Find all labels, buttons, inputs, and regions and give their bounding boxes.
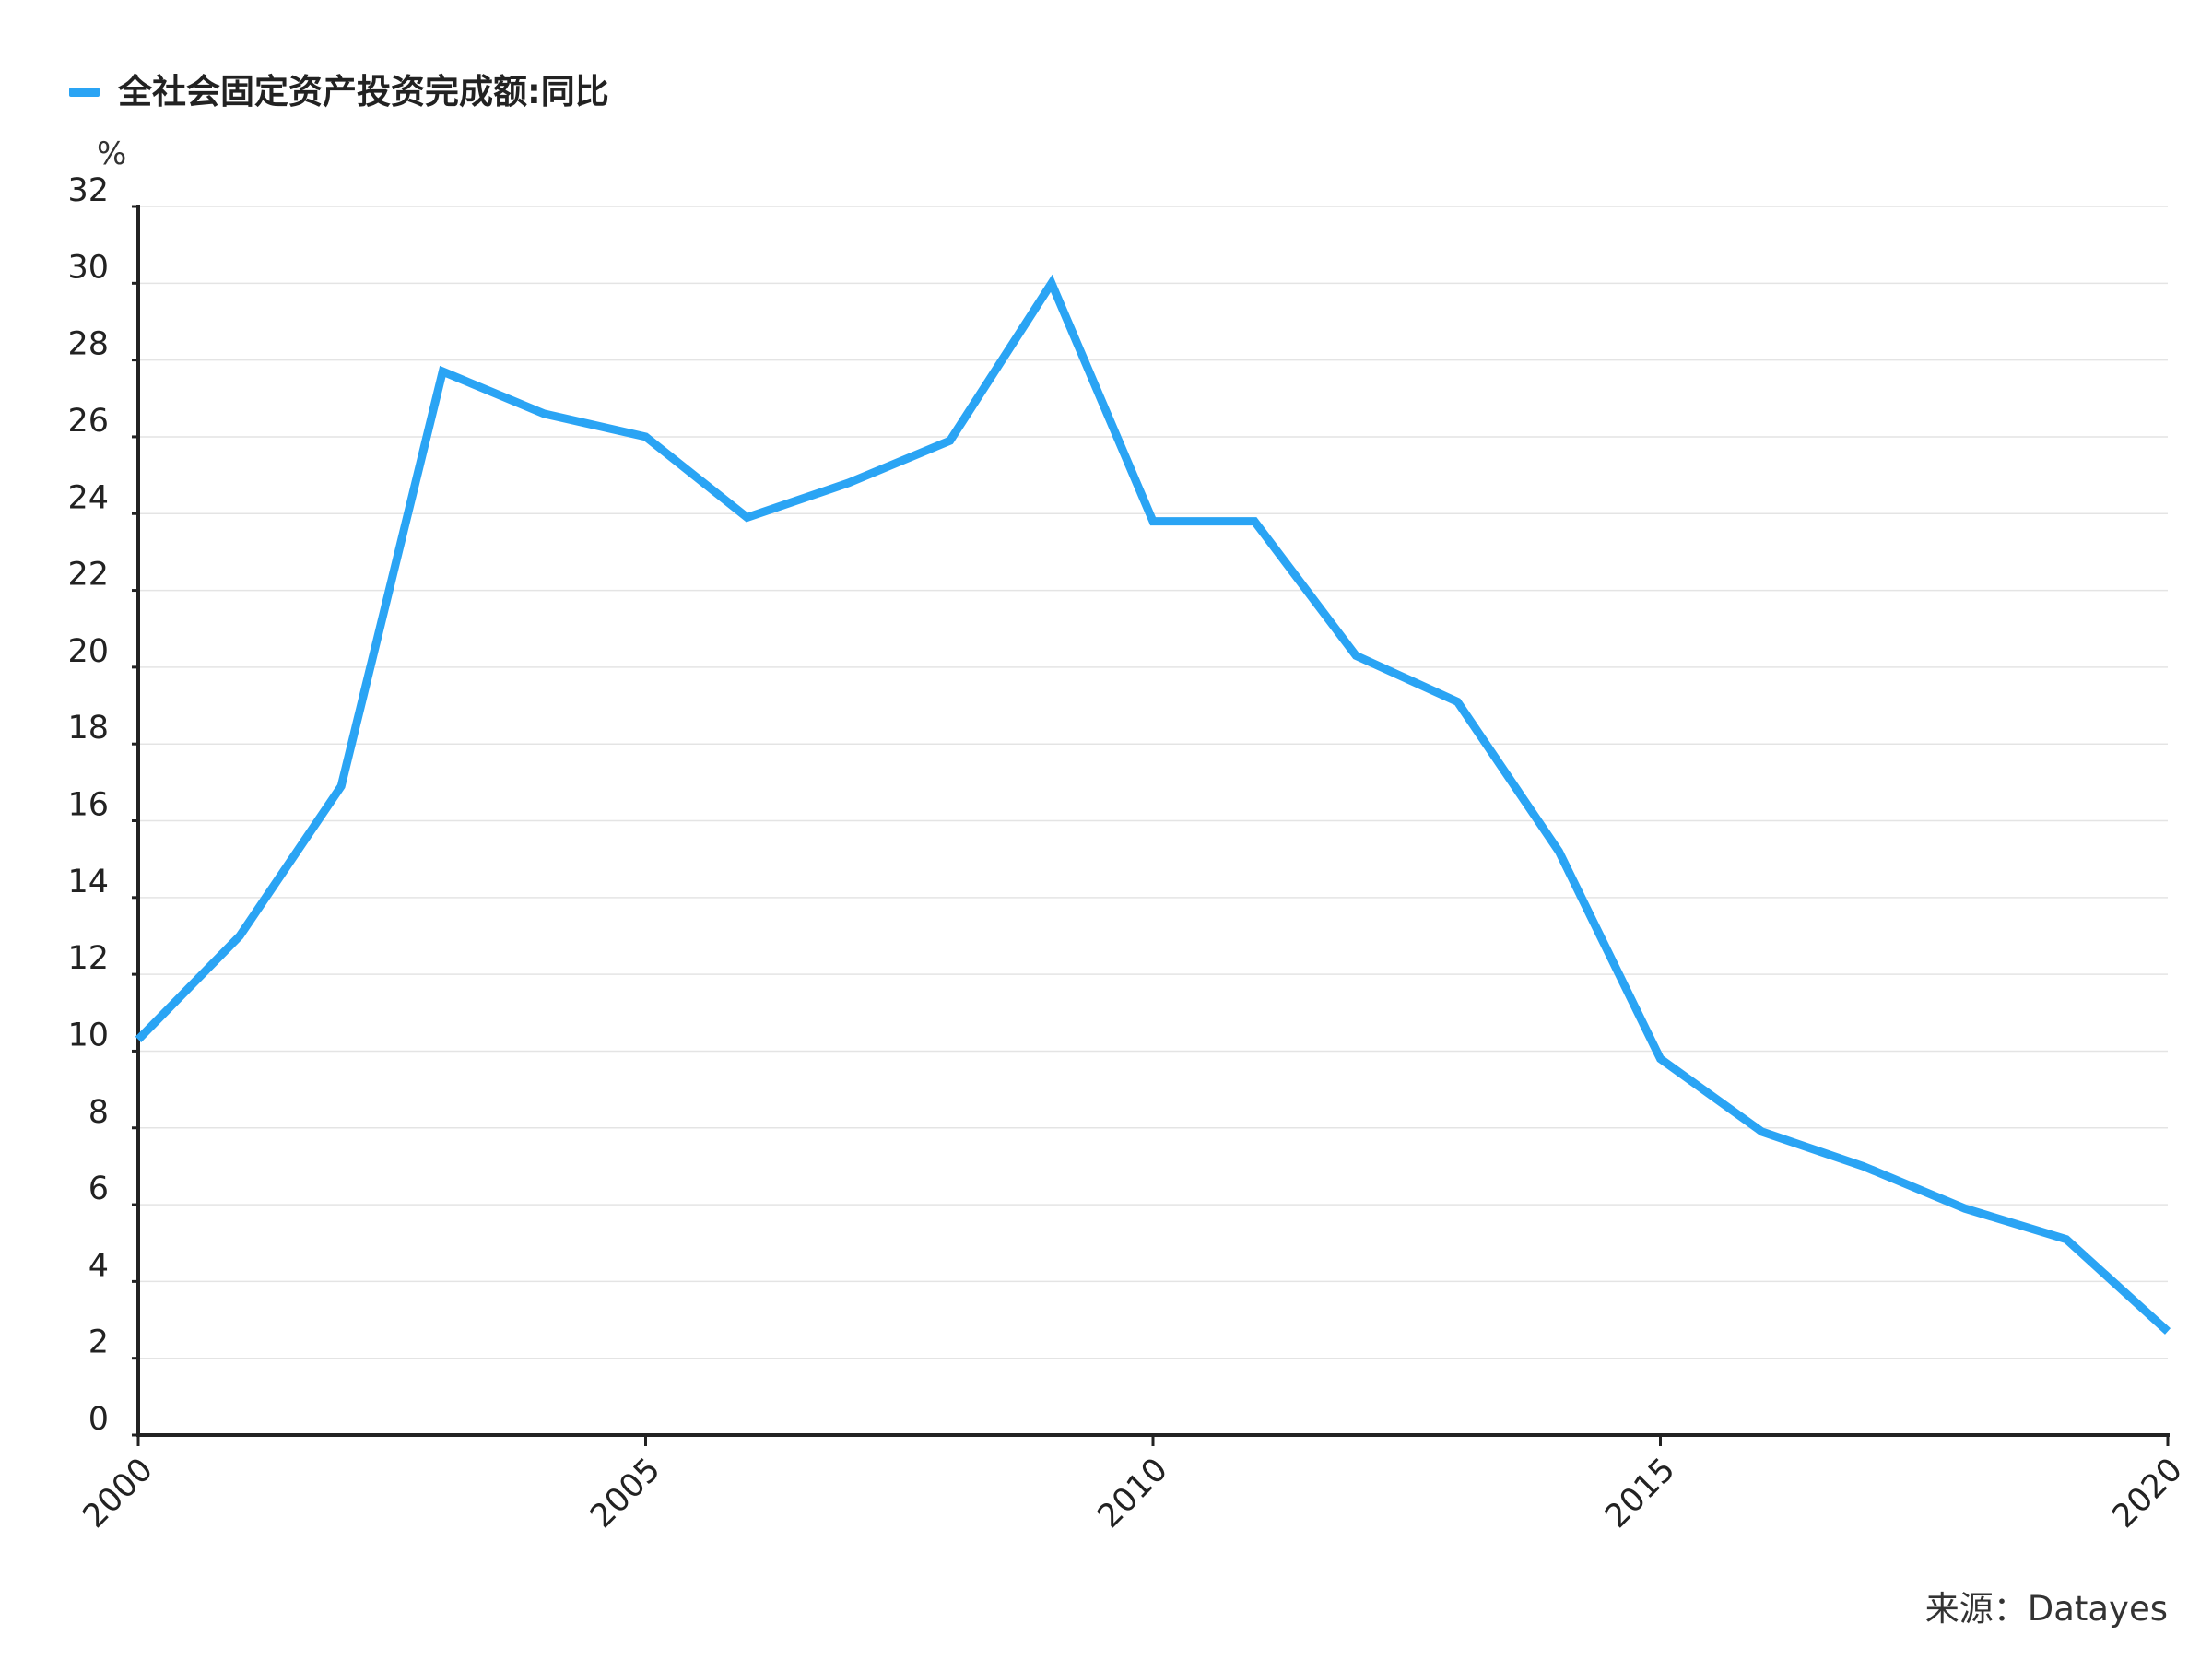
- x-tick-label: 2010: [1091, 1452, 1175, 1535]
- y-tick-label: 28: [67, 326, 109, 363]
- y-axis-unit: %: [97, 135, 126, 172]
- y-tick-label: 20: [67, 633, 109, 670]
- legend-swatch: [69, 88, 100, 97]
- y-tick-label: 26: [67, 403, 109, 440]
- y-tick-label: 32: [67, 172, 109, 209]
- y-tick-label: 6: [88, 1171, 109, 1207]
- legend[interactable]: 全社会固定资产投资完成额:同比: [69, 72, 609, 112]
- y-tick-label: 30: [67, 249, 109, 286]
- axes: [132, 205, 2170, 1446]
- y-tick-label: 16: [67, 787, 109, 824]
- x-tick-label: 2015: [1598, 1452, 1682, 1535]
- source-note: 来源：Datayes: [1925, 1589, 2168, 1629]
- gridlines: [138, 206, 2168, 1359]
- series-lines: [135, 274, 2171, 1335]
- y-tick-label: 12: [67, 940, 109, 977]
- y-tick-label: 0: [88, 1401, 109, 1438]
- legend-label: 全社会固定资产投资完成额:同比: [117, 72, 609, 112]
- x-tick-label: 2000: [76, 1452, 160, 1535]
- x-tick-label: 2020: [2106, 1452, 2190, 1535]
- x-tick-label: 2005: [583, 1452, 667, 1535]
- y-tick-label: 14: [67, 864, 109, 900]
- y-tick-label: 8: [88, 1094, 109, 1131]
- y-tick-label: 4: [88, 1247, 109, 1284]
- series-line[interactable]: [135, 274, 2171, 1335]
- y-tick-label: 22: [67, 557, 109, 594]
- y-tick-label: 18: [67, 710, 109, 747]
- y-tick-label: 10: [67, 1017, 109, 1053]
- y-tick-label: 2: [88, 1324, 109, 1361]
- y-tick-label: 24: [67, 479, 109, 516]
